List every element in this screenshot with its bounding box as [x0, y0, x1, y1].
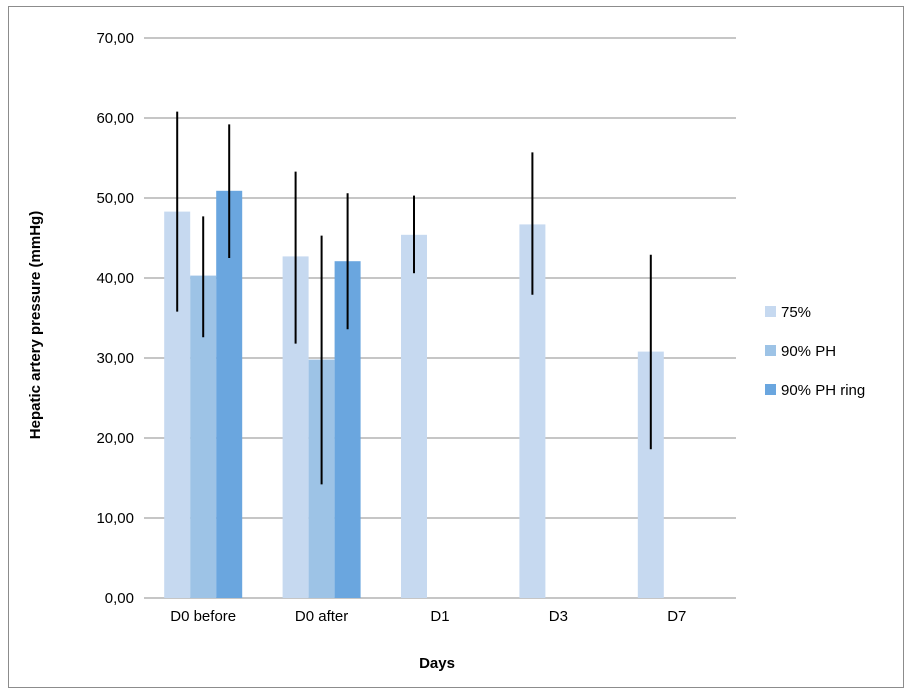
- y-tick-label: 40,00: [96, 270, 134, 287]
- legend-swatch: [765, 306, 776, 317]
- x-tick-label: D1: [430, 608, 449, 625]
- x-tick-label: D7: [667, 608, 686, 625]
- x-tick-label: D0 after: [295, 608, 348, 625]
- legend-label: 90% PH ring: [781, 382, 865, 399]
- x-tick-labels: D0 before D0 after D1 D3 D7: [170, 608, 686, 625]
- error-bars: [176, 111, 652, 485]
- x-tick-label: D0 before: [170, 608, 236, 625]
- legend-swatch: [765, 345, 776, 356]
- legend-label: 90% PH: [781, 343, 836, 360]
- y-tick-label: 50,00: [96, 190, 134, 207]
- x-axis-title: Days: [419, 655, 455, 672]
- legend-swatch: [765, 384, 776, 395]
- x-tick-label: D3: [549, 608, 568, 625]
- y-tick-label: 20,00: [96, 430, 134, 447]
- legend: 75% 90% PH 90% PH ring: [765, 304, 865, 399]
- y-tick-label: 30,00: [96, 350, 134, 367]
- bars: [164, 190, 664, 599]
- y-tick-label: 0,00: [105, 590, 134, 607]
- bar: [216, 190, 243, 599]
- chart-frame: 0,00 10,00 20,00 30,00 40,00 50,00 60,00 70,00 …: [8, 6, 904, 688]
- y-tick-label: 70,00: [96, 30, 134, 47]
- y-tick-label: 10,00: [96, 510, 134, 527]
- y-tick-label: 60,00: [96, 110, 134, 127]
- legend-label: 75%: [781, 304, 811, 321]
- bar: [401, 234, 427, 599]
- chart-plot: 0,0010,0020,0030,0040,0050,0060,0070,00 …: [27, 30, 865, 672]
- y-tick-labels: 0,00 10,00 20,00 30,00 40,00 50,00 60,00 70,00: [96, 30, 134, 607]
- grid-lines: [144, 37, 736, 599]
- y-axis-title: Hepatic artery pressure (mmHg): [27, 211, 44, 439]
